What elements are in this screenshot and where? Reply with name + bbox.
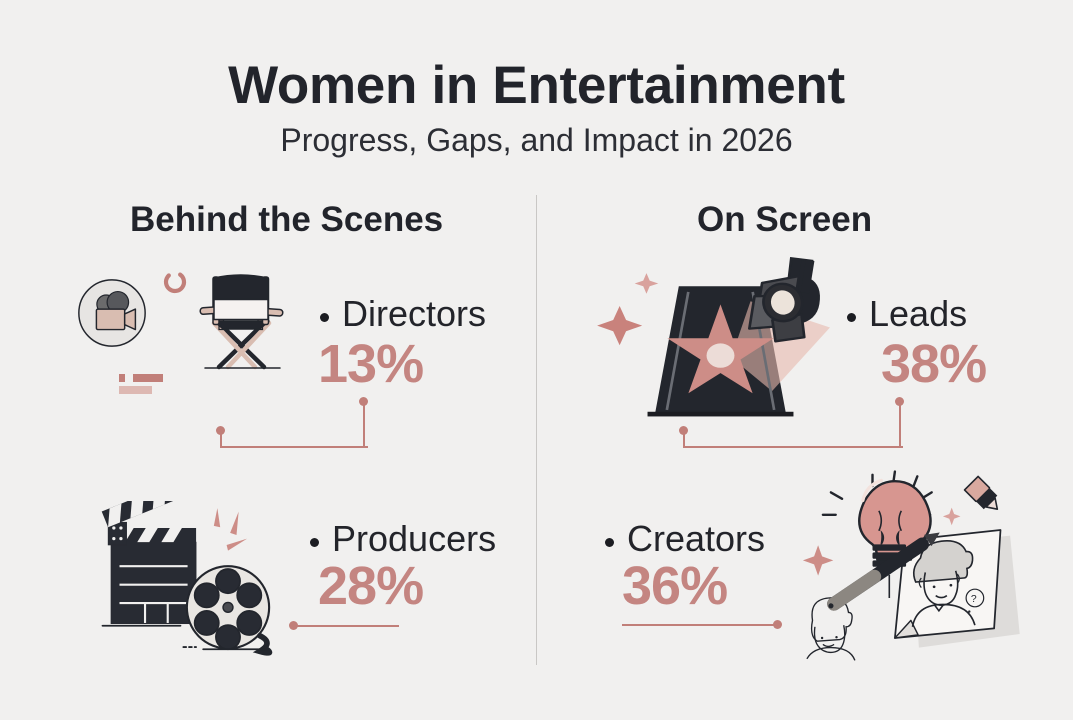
svg-text:?: ?: [971, 594, 977, 605]
